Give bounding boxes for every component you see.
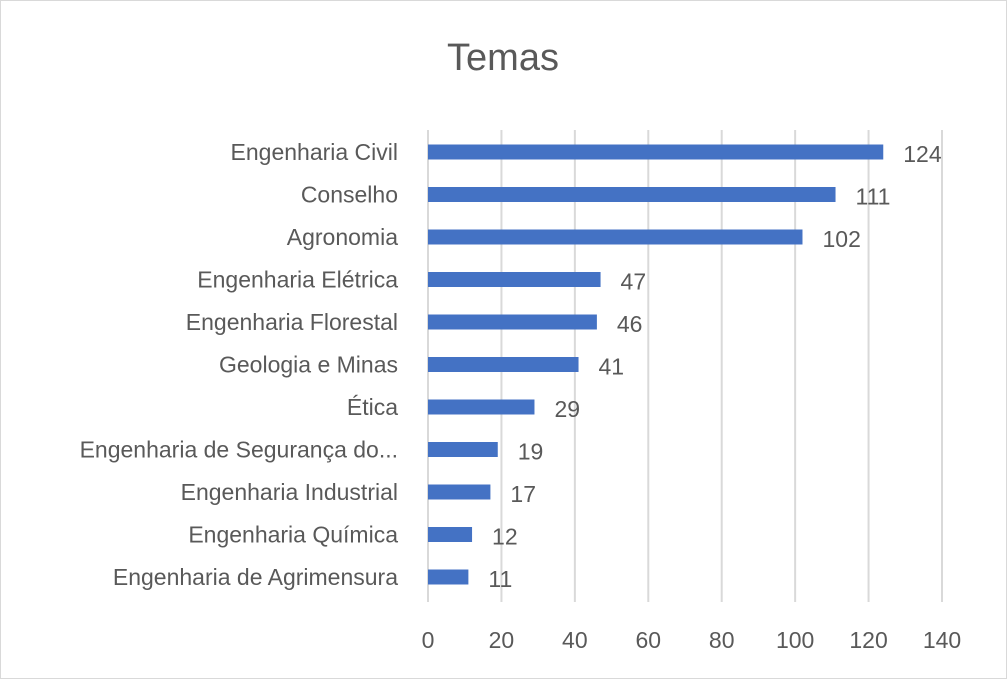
- bar: [428, 484, 491, 500]
- data-label: 47: [621, 269, 647, 295]
- category-label: Agronomia: [287, 224, 398, 250]
- x-tick-label: 0: [422, 627, 435, 653]
- category-label: Engenharia Civil: [231, 139, 398, 165]
- x-tick-label: 60: [635, 627, 661, 653]
- bar: [428, 272, 601, 287]
- bar: [428, 527, 473, 542]
- chart-title: Temas: [447, 37, 559, 79]
- category-label: Geologia e Minas: [219, 352, 398, 378]
- bar: [428, 314, 597, 330]
- x-tick-label: 40: [562, 627, 588, 653]
- bar: [428, 144, 884, 160]
- data-label: 124: [903, 141, 942, 167]
- data-label: 29: [554, 396, 580, 422]
- bar: [428, 229, 803, 245]
- x-tick-label: 100: [776, 627, 814, 653]
- data-label: 12: [492, 524, 518, 550]
- data-label: 102: [822, 226, 860, 252]
- x-tick-label: 120: [849, 627, 887, 653]
- bar: [428, 187, 836, 202]
- bar: [428, 569, 469, 585]
- category-label: Engenharia Química: [188, 522, 398, 548]
- data-label: 11: [488, 566, 512, 592]
- x-tick-label: 20: [489, 627, 515, 653]
- category-label: Engenharia Florestal: [186, 309, 398, 335]
- category-label: Engenharia de Agrimensura: [113, 564, 398, 590]
- category-label: Engenharia Industrial: [181, 479, 398, 505]
- category-label: Ética: [347, 394, 398, 420]
- x-tick-label: 140: [923, 627, 961, 653]
- bar: [428, 442, 498, 457]
- data-label: 17: [510, 481, 536, 507]
- data-label: 41: [599, 354, 625, 380]
- data-label: 19: [518, 439, 544, 465]
- data-label: 111: [856, 184, 891, 210]
- bar: [428, 357, 579, 372]
- category-label: Engenharia de Segurança do...: [80, 437, 398, 463]
- x-tick-label: 80: [709, 627, 735, 653]
- category-label: Engenharia Elétrica: [197, 267, 398, 293]
- data-label: 46: [617, 311, 643, 337]
- category-label: Conselho: [301, 182, 398, 208]
- bar: [428, 399, 535, 415]
